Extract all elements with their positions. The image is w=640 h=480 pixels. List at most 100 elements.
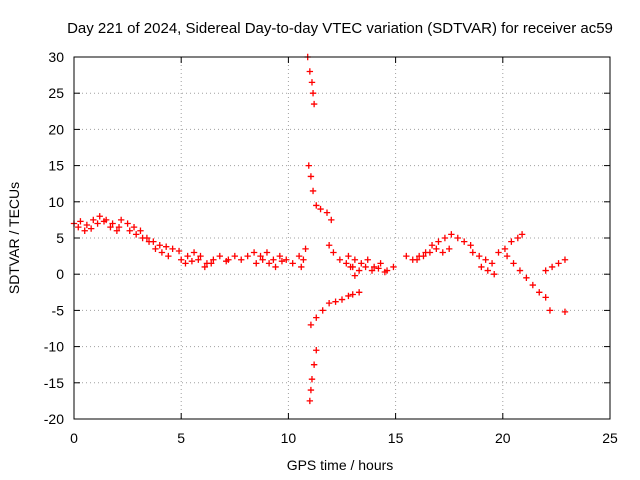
data-point: [349, 263, 356, 271]
data-point: [439, 249, 446, 256]
data-point: [96, 213, 103, 220]
data-point: [244, 252, 251, 260]
data-point: [548, 263, 556, 271]
data-point: [307, 386, 315, 394]
data-point: [270, 256, 277, 263]
data-point: [426, 249, 434, 256]
data-point: [75, 223, 82, 231]
data-point: [433, 245, 440, 253]
y-tick-label: -20: [44, 411, 64, 427]
data-point: [476, 252, 483, 260]
data-point: [308, 79, 316, 86]
y-tick-label: 0: [56, 266, 64, 282]
data-point: [448, 231, 455, 238]
data-point: [197, 252, 204, 260]
data-point: [351, 272, 359, 279]
data-point: [309, 90, 317, 97]
data-point: [345, 292, 352, 300]
data-point: [126, 227, 133, 234]
data-point: [145, 238, 153, 245]
data-point: [332, 298, 339, 305]
x-tick-label: 5: [177, 430, 185, 446]
data-point: [510, 260, 517, 267]
chart-title: Day 221 of 2024, Sidereal Day-to-day VTE…: [67, 20, 613, 37]
data-point: [90, 216, 97, 224]
grid-layer: [74, 57, 610, 419]
data-point: [100, 218, 108, 225]
data-point: [184, 252, 191, 260]
data-point: [259, 256, 266, 263]
data-point: [461, 238, 468, 245]
data-point: [478, 263, 485, 271]
x-tick-label: 10: [281, 430, 297, 446]
x-axis-label: GPS time / hours: [287, 457, 394, 473]
y-tick-label: 5: [56, 230, 64, 246]
data-point: [351, 256, 359, 263]
data-point: [503, 252, 511, 260]
data-point: [542, 267, 549, 274]
data-point: [317, 205, 324, 213]
x-tick-label: 25: [602, 430, 618, 446]
data-point: [83, 221, 91, 229]
data-point: [343, 260, 350, 267]
data-point: [467, 242, 474, 249]
data-point: [201, 263, 208, 271]
data-point: [313, 202, 320, 209]
y-tick-label: 25: [48, 85, 64, 101]
data-point: [546, 307, 554, 314]
data-point: [501, 245, 509, 253]
data-point: [323, 209, 331, 216]
data-point: [364, 256, 371, 263]
data-point: [289, 260, 296, 267]
data-point: [310, 361, 318, 368]
data-point: [210, 256, 217, 263]
data-point: [482, 256, 489, 263]
data-point: [115, 223, 123, 231]
data-point: [536, 289, 543, 296]
data-point: [306, 68, 314, 75]
data-point: [454, 234, 461, 242]
data-point: [428, 242, 436, 249]
data-point: [330, 249, 337, 256]
data-point: [190, 249, 198, 256]
data-point: [355, 289, 363, 296]
data-point: [403, 252, 410, 260]
x-tick-label: 20: [495, 430, 511, 446]
data-point: [413, 256, 421, 263]
y-tick-label: -10: [44, 339, 64, 355]
data-point: [345, 252, 352, 260]
y-tick-label: 30: [48, 49, 64, 65]
data-point: [208, 260, 215, 267]
data-point: [300, 256, 307, 263]
data-point: [518, 231, 526, 238]
data-point: [368, 267, 376, 274]
data-point: [435, 238, 442, 245]
data-point: [77, 218, 84, 225]
data-point: [305, 162, 312, 169]
data-point: [349, 291, 356, 298]
data-point: [555, 260, 562, 267]
data-point: [81, 227, 88, 234]
data-point: [495, 249, 502, 256]
data-point: [169, 245, 176, 253]
data-point: [307, 173, 315, 180]
data-point: [130, 223, 138, 231]
tick-layer: 0 5 10 15 20 25 -20 -15 -10 -5 0 5 10 15 20 25 30: [44, 49, 618, 446]
data-point: [302, 245, 309, 253]
data-point: [514, 234, 522, 242]
data-point: [107, 223, 114, 231]
data-point: [523, 274, 530, 282]
data-point: [137, 227, 144, 234]
data-point: [307, 321, 315, 329]
data-point: [325, 299, 333, 307]
data-point: [336, 256, 344, 263]
data-point: [362, 263, 369, 271]
data-point: [94, 220, 101, 227]
data-point: [338, 296, 346, 303]
data-point: [124, 220, 131, 227]
data-point: [109, 220, 116, 227]
data-point: [278, 257, 286, 265]
data-point: [216, 252, 223, 260]
data-point: [165, 252, 172, 260]
